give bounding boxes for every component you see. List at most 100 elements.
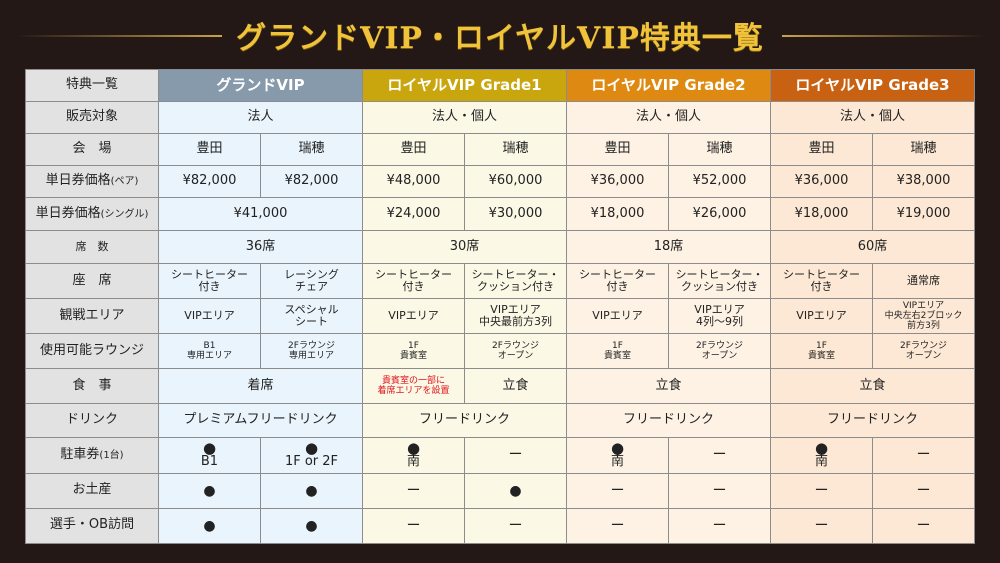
- cell-single-price: ¥41,000: [158, 197, 363, 232]
- cell-area: VIPエリア: [566, 298, 669, 335]
- cell-area: VIPエリア: [770, 298, 873, 335]
- row-label-area: 観戦エリア: [25, 298, 159, 335]
- cell-single-price: ¥26,000: [668, 197, 771, 232]
- cell-single-price: ¥19,000: [872, 197, 975, 232]
- title-bar: グランドVIP・ロイヤルVIP特典一覧: [0, 0, 1000, 70]
- cell-venue: 瑞穂: [872, 132, 975, 166]
- table-row-target: 販売対象 法人 法人・個人 法人・個人 法人・個人: [25, 100, 975, 134]
- cell-souvenir: ー: [770, 472, 873, 509]
- cell-lounge: 1F 貴賓室: [770, 333, 873, 370]
- cell-single-price: ¥24,000: [362, 197, 465, 232]
- cell-target-grade1: 法人・個人: [362, 100, 567, 134]
- row-label-lounge: 使用可能ラウンジ: [25, 333, 159, 370]
- included-dot-icon: ●: [814, 439, 829, 457]
- cell-souvenir: ー: [668, 472, 771, 509]
- table-row-seats-count: 席 数 36席 30席 18席 60席: [25, 230, 975, 265]
- cell-pair-price: ¥60,000: [464, 164, 567, 199]
- cell-pair-price: ¥52,000: [668, 164, 771, 199]
- cell-parking: ● 南: [362, 436, 465, 474]
- cell-pair-price: ¥38,000: [872, 164, 975, 199]
- cell-area: VIPエリア 中央左右2ブロック 前方3列: [872, 298, 975, 335]
- cell-seats-count: 30席: [362, 230, 567, 265]
- table-row-seat: 座 席 シートヒーター 付き レーシング チェア シートヒーター 付き シートヒーター…: [25, 263, 975, 300]
- page-title: グランドVIP・ロイヤルVIP特典一覧: [236, 21, 764, 56]
- cell-seat: 通常席: [872, 263, 975, 300]
- cell-meal-note: 貴賓室の一部に 着席エリアを設置: [362, 368, 465, 405]
- cell-parking: ● 1F or 2F: [260, 436, 363, 474]
- cell-seat: レーシング チェア: [260, 263, 363, 300]
- header-row: 特典一覧 グランドVIP ロイヤルVIP Grade1 ロイヤルVIP Grad…: [25, 69, 975, 102]
- cell-venue: 瑞穂: [260, 132, 363, 166]
- cell-parking: ● 南: [770, 436, 873, 474]
- cell-seats-count: 60席: [770, 230, 975, 265]
- table-row-pair-price: 単日券価格(ペア) ¥82,000 ¥82,000 ¥48,000 ¥60,00…: [25, 164, 975, 199]
- cell-seats-count: 18席: [566, 230, 771, 265]
- cell-pair-price: ¥82,000: [260, 164, 363, 199]
- cell-lounge: 2Fラウンジ 専用エリア: [260, 333, 363, 370]
- cell-area: VIPエリア: [158, 298, 261, 335]
- row-label-drink: ドリンク: [25, 403, 159, 438]
- cell-souvenir: ー: [362, 472, 465, 509]
- cell-meal: 着席: [158, 368, 363, 405]
- table-row-parking: 駐車券(1台) ● B1 ● 1F or 2F ● 南 ー ● 南 ー ● 南 ー: [25, 436, 975, 474]
- cell-venue: 豊田: [362, 132, 465, 166]
- column-header-royal-grade1: ロイヤルVIP Grade1: [362, 69, 567, 102]
- included-dot-icon: ●: [610, 439, 625, 457]
- cell-area: スペシャル シート: [260, 298, 363, 335]
- cell-venue: 豊田: [566, 132, 669, 166]
- cell-souvenir: ー: [872, 472, 975, 509]
- table-row-souvenir: お土産 ● ● ー ● ー ー ー ー: [25, 472, 975, 509]
- table-row-drink: ドリンク プレミアムフリードリンク フリードリンク フリードリンク フリードリン…: [25, 403, 975, 438]
- cell-meal: 立食: [566, 368, 771, 405]
- cell-area: VIPエリア: [362, 298, 465, 335]
- cell-souvenir: ●: [464, 472, 567, 509]
- cell-seat: シートヒーター 付き: [362, 263, 465, 300]
- cell-venue: 瑞穂: [464, 132, 567, 166]
- title-decoration-right: [782, 35, 986, 37]
- title-decoration-left: [16, 35, 222, 37]
- included-dot-icon: ●: [406, 439, 421, 457]
- table-row-venue: 会 場 豊田 瑞穂 豊田 瑞穂 豊田 瑞穂 豊田 瑞穂: [25, 132, 975, 166]
- cell-lounge: 1F 貴賓室: [362, 333, 465, 370]
- benefits-table: 特典一覧 グランドVIP ロイヤルVIP Grade1 ロイヤルVIP Grad…: [25, 69, 975, 545]
- row-label-meal: 食 事: [25, 368, 159, 405]
- table-row-area: 観戦エリア VIPエリア スペシャル シート VIPエリア VIPエリア 中央最前方…: [25, 298, 975, 335]
- cell-single-price: ¥18,000: [566, 197, 669, 232]
- cell-lounge: 2Fラウンジ オープン: [668, 333, 771, 370]
- cell-souvenir: ●: [158, 472, 261, 509]
- row-label-venue: 会 場: [25, 132, 159, 166]
- column-header-grand-vip: グランドVIP: [158, 69, 363, 102]
- cell-drink: フリードリンク: [566, 403, 771, 438]
- cell-visit: ー: [566, 507, 669, 545]
- cell-venue: 豊田: [770, 132, 873, 166]
- cell-parking: ー: [668, 436, 771, 474]
- included-dot-icon: ●: [304, 439, 319, 457]
- cell-parking: ● B1: [158, 436, 261, 474]
- cell-venue: 瑞穂: [668, 132, 771, 166]
- cell-venue: 豊田: [158, 132, 261, 166]
- cell-pair-price: ¥48,000: [362, 164, 465, 199]
- cell-parking: ー: [872, 436, 975, 474]
- row-label-pair-price: 単日券価格(ペア): [25, 164, 159, 199]
- cell-visit: ●: [158, 507, 261, 545]
- cell-meal: 立食: [464, 368, 567, 405]
- cell-pair-price: ¥82,000: [158, 164, 261, 199]
- row-label-single-price: 単日券価格(シングル): [25, 197, 159, 232]
- cell-meal: 立食: [770, 368, 975, 405]
- cell-seat: シートヒーター 付き: [566, 263, 669, 300]
- row-label-seat: 座 席: [25, 263, 159, 300]
- cell-drink: プレミアムフリードリンク: [158, 403, 363, 438]
- cell-parking: ー: [464, 436, 567, 474]
- cell-souvenir: ●: [260, 472, 363, 509]
- cell-seat: シートヒーター 付き: [770, 263, 873, 300]
- cell-lounge: 2Fラウンジ オープン: [872, 333, 975, 370]
- cell-pair-price: ¥36,000: [770, 164, 873, 199]
- cell-area: VIPエリア 4列～9列: [668, 298, 771, 335]
- cell-pair-price: ¥36,000: [566, 164, 669, 199]
- column-header-royal-grade3: ロイヤルVIP Grade3: [770, 69, 975, 102]
- cell-single-price: ¥30,000: [464, 197, 567, 232]
- cell-drink: フリードリンク: [770, 403, 975, 438]
- table-row-single-price: 単日券価格(シングル) ¥41,000 ¥24,000 ¥30,000 ¥18,…: [25, 197, 975, 232]
- column-header-royal-grade2: ロイヤルVIP Grade2: [566, 69, 771, 102]
